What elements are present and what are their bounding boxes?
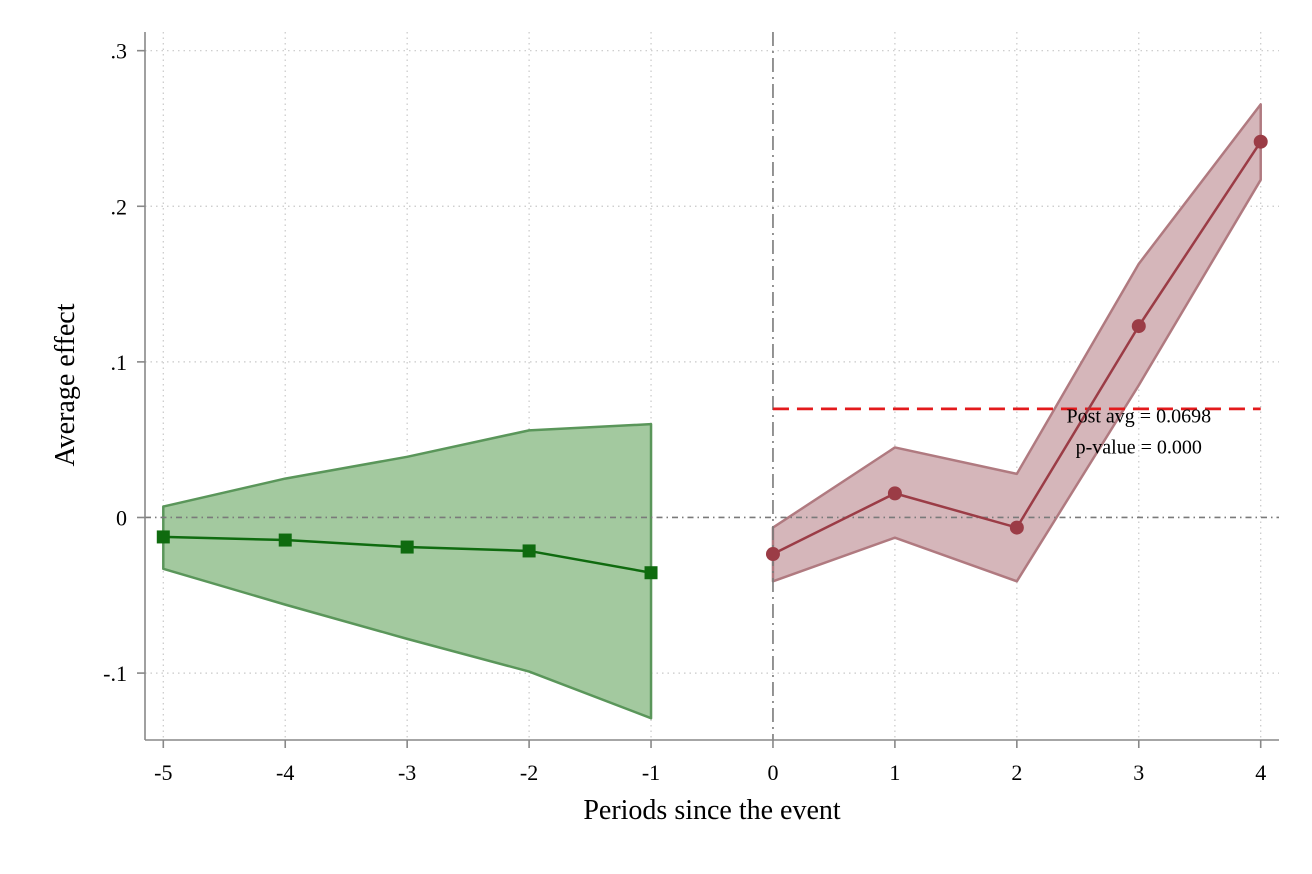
post-event-ci-band xyxy=(771,103,1262,583)
axes xyxy=(137,32,1279,748)
y-tick-label: 0 xyxy=(116,505,127,530)
pre-event-point xyxy=(400,540,414,554)
pre-event-ci-band xyxy=(162,422,653,720)
post-event-point xyxy=(765,547,780,562)
y-axis-title: Average effect xyxy=(50,303,81,466)
tick-labels: -.1 0 .1 .2 .3 -5 -4 -3 -2 -1 0 1 2 3 4 xyxy=(103,39,1266,785)
post-event-point xyxy=(1131,319,1146,334)
x-tick-label: -1 xyxy=(642,760,660,785)
x-tick-label: 3 xyxy=(1133,760,1144,785)
confidence-bands xyxy=(162,103,1262,720)
pre-event-point xyxy=(278,533,292,547)
x-tick-label: -5 xyxy=(154,760,172,785)
x-tick-label: 4 xyxy=(1255,760,1266,785)
y-tick-label: .1 xyxy=(111,350,128,375)
pre-event-point xyxy=(522,544,536,558)
x-tick-label: 1 xyxy=(889,760,900,785)
series-markers xyxy=(156,134,1268,580)
post-event-point xyxy=(1253,134,1268,149)
x-tick-label: -3 xyxy=(398,760,416,785)
pre-event-point xyxy=(644,566,658,580)
y-tick-label: .3 xyxy=(111,39,128,64)
p-value-annotation: p-value = 0.000 xyxy=(1076,436,1202,458)
post-average-annotation: Post avg = 0.0698 xyxy=(1066,405,1211,427)
x-axis-title: Periods since the event xyxy=(583,795,841,826)
x-tick-label: -4 xyxy=(276,760,294,785)
reference-lines xyxy=(145,32,1279,740)
x-tick-label: -2 xyxy=(520,760,538,785)
post-event-point xyxy=(887,486,902,501)
annotations: Post avg = 0.0698 p-value = 0.000 xyxy=(1066,405,1211,458)
x-tick-label: 0 xyxy=(767,760,778,785)
pre-event-point xyxy=(156,530,170,544)
x-tick-label: 2 xyxy=(1011,760,1022,785)
post-event-point xyxy=(1009,520,1024,535)
y-tick-label: -.1 xyxy=(103,661,127,686)
y-tick-label: .2 xyxy=(111,194,128,219)
